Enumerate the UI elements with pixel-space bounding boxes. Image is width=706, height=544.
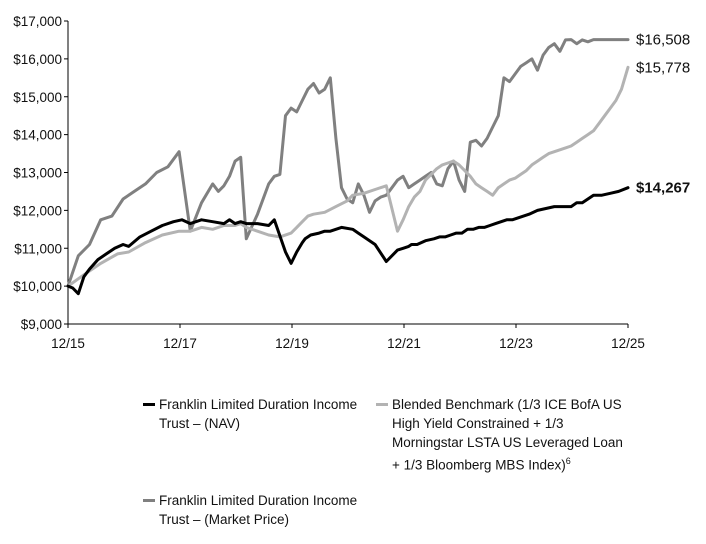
legend-label-nav: Franklin Limited Duration Income Trust –… xyxy=(159,397,358,431)
y-tick-label: $15,000 xyxy=(13,90,62,105)
legend-swatch-benchmark xyxy=(376,403,388,406)
legend-label-market: Franklin Limited Duration Income Trust –… xyxy=(159,493,358,527)
y-tick-label: $11,000 xyxy=(14,241,62,256)
end-value-benchmark: $15,778 xyxy=(636,59,690,76)
end-value-nav: $14,267 xyxy=(636,180,690,197)
x-tick-label: 12/17 xyxy=(163,336,197,351)
x-tick-label: 12/19 xyxy=(275,336,309,351)
y-tick-label: $13,000 xyxy=(13,166,62,181)
y-tick-label: $16,000 xyxy=(13,52,62,67)
x-tick-label: 12/23 xyxy=(499,336,533,351)
legend-label-benchmark: Blended Benchmark (1/3 ICE BofA US High … xyxy=(392,397,623,473)
series-line-benchmark xyxy=(66,65,630,288)
x-tick-label: 12/15 xyxy=(51,336,85,351)
y-tick-label: $12,000 xyxy=(13,203,62,218)
legend-swatch-market xyxy=(143,499,155,502)
end-value-market: $16,508 xyxy=(636,32,690,49)
legend-footnote: 6 xyxy=(565,456,571,466)
end-value-labels: $14,267 $15,778 $16,508 xyxy=(636,32,690,197)
legend-item-nav: Franklin Limited Duration Income Trust –… xyxy=(143,395,358,433)
legend-item-market: Franklin Limited Duration Income Trust –… xyxy=(143,491,373,529)
legend-item-benchmark: Blended Benchmark (1/3 ICE BofA US High … xyxy=(376,395,626,475)
series-line-market xyxy=(66,38,630,288)
x-tick-label: 12/25 xyxy=(611,336,645,351)
y-tick-label: $10,000 xyxy=(13,279,62,294)
chart-lines xyxy=(66,38,630,296)
chart-axes: $17,000 $16,000 $15,000 $14,000 $13,000 $12,0… xyxy=(13,14,645,351)
line-chart: $17,000 $16,000 $15,000 $14,000 $13,000 $12,0… xyxy=(13,14,690,351)
series-line-nav xyxy=(66,186,630,296)
x-tick-label: 12/21 xyxy=(387,336,421,351)
y-tick-label: $14,000 xyxy=(13,128,62,143)
y-tick-label: $17,000 xyxy=(13,14,62,29)
legend-swatch-nav xyxy=(143,403,155,406)
y-tick-label: $9,000 xyxy=(21,317,62,332)
